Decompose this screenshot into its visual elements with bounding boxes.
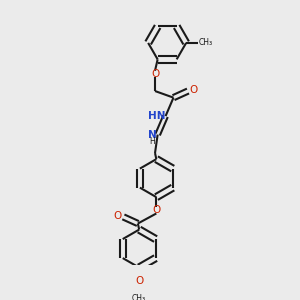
Text: CH₃: CH₃ bbox=[199, 38, 213, 47]
Text: CH₃: CH₃ bbox=[132, 294, 146, 300]
Text: HN: HN bbox=[148, 111, 165, 121]
Text: O: O bbox=[151, 69, 159, 79]
Text: N: N bbox=[148, 130, 157, 140]
Text: H: H bbox=[149, 137, 155, 146]
Text: O: O bbox=[135, 276, 143, 286]
Text: O: O bbox=[114, 211, 122, 221]
Text: O: O bbox=[152, 205, 160, 215]
Text: O: O bbox=[189, 85, 198, 95]
